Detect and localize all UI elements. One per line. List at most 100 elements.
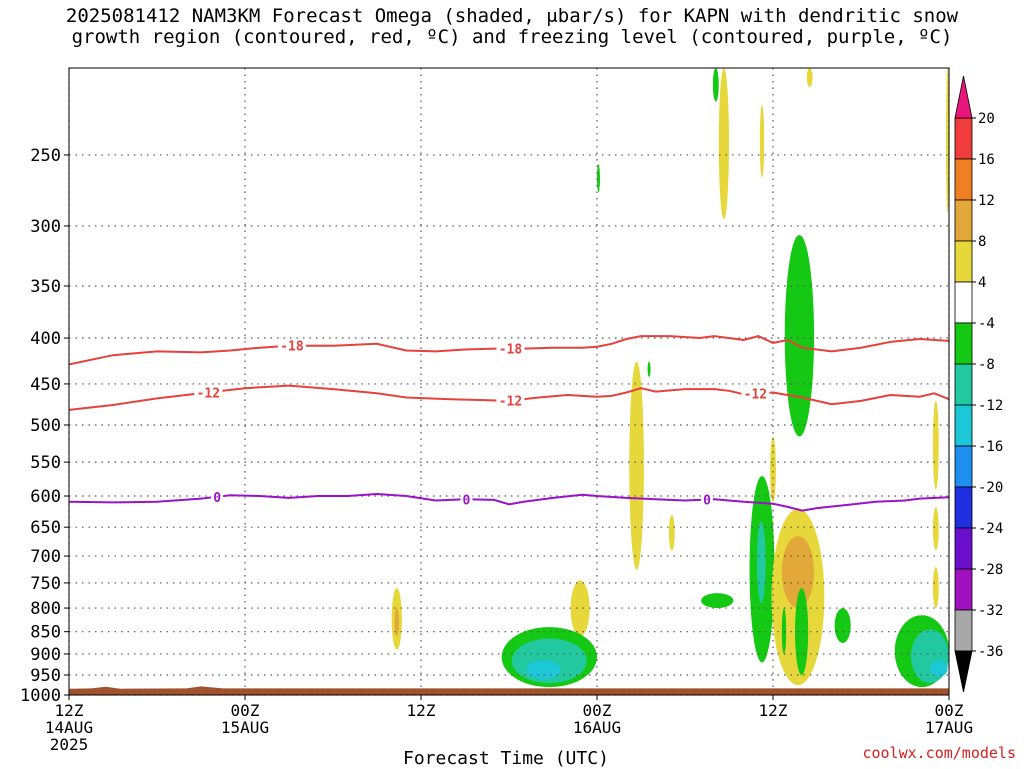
colorbar-bin-10 <box>954 527 973 570</box>
contour-label-bg <box>194 385 223 400</box>
plot-frame <box>68 67 950 696</box>
omega-region-3 <box>946 68 949 213</box>
x-axis-label: Forecast Time (UTC) <box>403 748 609 769</box>
omega-region-23 <box>781 608 787 654</box>
y-axis: 2503003504004505005506006507007508008509… <box>20 146 69 706</box>
x-tick-label: 12Z <box>407 701 436 720</box>
omega-region-22 <box>795 588 809 676</box>
colorbar-tick-label: -24 <box>978 521 1003 537</box>
x-tick-label: 14AUG <box>45 718 93 737</box>
omega-region-11 <box>932 400 939 490</box>
x-tick-label: 00Z <box>583 701 612 720</box>
colorbar-tick-label: 16 <box>978 152 995 168</box>
terrain-fill <box>69 686 949 695</box>
contour-label-2-0: 0 <box>213 491 221 506</box>
contour-label-0-1: -18 <box>499 343 523 358</box>
x-tick-label: 16AUG <box>573 718 621 737</box>
colorbar-tick-label: -4 <box>978 316 995 332</box>
omega-region-12 <box>932 507 939 551</box>
y-tick-label: 1000 <box>20 686 61 706</box>
omega-region-0 <box>718 68 729 220</box>
colorbar-tick-label: -8 <box>978 357 995 373</box>
contour-label-bg <box>277 338 306 353</box>
contour-minus12-line <box>69 384 949 411</box>
omega-region-19 <box>756 521 766 604</box>
y-tick-label: 250 <box>30 146 61 166</box>
contour-label-1-2: -12 <box>744 387 767 402</box>
colorbar-tick-label: 20 <box>978 111 995 127</box>
y-tick-label: 800 <box>30 599 61 619</box>
colorbar-tick-label: -20 <box>978 480 1003 496</box>
contour-label-bg <box>211 489 224 504</box>
contour-label-1-1: -12 <box>499 395 522 410</box>
omega-region-2 <box>806 68 813 88</box>
y-tick-label: 500 <box>30 416 61 436</box>
omega-region-8 <box>629 361 644 570</box>
y-tick-label: 750 <box>30 574 61 594</box>
contour-label-bg <box>496 393 525 408</box>
omega-region-1 <box>759 105 765 178</box>
colorbar-bin-6 <box>954 363 973 406</box>
colorbar-tick-label: 8 <box>978 234 986 250</box>
colorbar-bin-1 <box>954 158 973 201</box>
colorbar-bin-5 <box>954 322 973 365</box>
colorbar-bin-3 <box>954 240 973 283</box>
omega-region-30 <box>929 660 948 678</box>
colorbar-tick-label: -36 <box>978 644 1003 660</box>
omega-region-24 <box>834 608 851 643</box>
colorbar-bin-11 <box>954 568 973 611</box>
terrain-layer <box>69 686 949 695</box>
y-tick-label: 400 <box>30 329 61 349</box>
omega-shading-layer <box>391 68 949 688</box>
y-tick-label: 550 <box>30 453 61 473</box>
title-line-1: 2025081412 NAM3KM Forecast Omega (shaded… <box>65 5 959 27</box>
contour-label-2-2: 0 <box>703 494 711 509</box>
contour-0-line <box>69 492 949 512</box>
omega-region-16 <box>570 580 590 637</box>
colorbar-tick-label: 12 <box>978 193 995 209</box>
contour-label-bg <box>460 492 473 507</box>
colorbar-tick-label: -28 <box>978 562 1003 578</box>
contour-label-2-1: 0 <box>463 493 471 508</box>
contour-label-bg <box>741 386 770 401</box>
colorbar: 20 16 12 8 4 -4 -8 -12 -16 -20 -24 -28 -32 -36 <box>954 75 1003 693</box>
colorbar-tick-label: -32 <box>978 603 1003 619</box>
omega-region-10 <box>770 436 776 503</box>
y-tick-label: 450 <box>30 375 61 395</box>
y-tick-label: 300 <box>30 217 61 237</box>
credit-text: coolwx.com/models <box>862 744 1016 762</box>
omega-region-4 <box>712 68 719 102</box>
y-tick-label: 700 <box>30 547 61 567</box>
omega-region-5 <box>596 164 600 193</box>
colorbar-bin-12 <box>954 609 973 652</box>
colorbar-over-triangle <box>954 75 973 119</box>
chart-title: 2025081412 NAM3KM Forecast Omega (shaded… <box>0 6 1024 48</box>
x-tick-label: 15AUG <box>221 718 269 737</box>
contour-layer <box>69 335 949 512</box>
colorbar-tick-label: 4 <box>978 275 986 291</box>
x-tick-label: 00Z <box>935 701 964 720</box>
contour-minus18-line <box>69 335 949 366</box>
colorbar-bin-8 <box>954 445 973 488</box>
omega-region-13 <box>932 567 939 609</box>
omega-region-15 <box>394 608 399 637</box>
y-tick-label: 600 <box>30 487 61 507</box>
contour-label-bg <box>496 341 525 356</box>
omega-region-7 <box>647 361 651 377</box>
title-line-2: growth region (contoured, red, ºC) and f… <box>71 26 953 48</box>
colorbar-bin-2 <box>954 199 973 242</box>
y-tick-label: 950 <box>30 666 61 686</box>
colorbar-bin-7 <box>954 404 973 447</box>
x-tick-label: 12Z <box>759 701 788 720</box>
x-tick-label: 2025 <box>50 735 89 754</box>
colorbar-tick-label: -16 <box>978 439 1003 455</box>
omega-region-17 <box>701 593 734 609</box>
y-tick-label: 900 <box>30 645 61 665</box>
contour-label-bg <box>701 492 713 507</box>
y-tick-label: 650 <box>30 518 61 538</box>
omega-region-6 <box>784 234 815 437</box>
y-tick-label: 350 <box>30 277 61 297</box>
omega-region-21 <box>781 536 815 609</box>
